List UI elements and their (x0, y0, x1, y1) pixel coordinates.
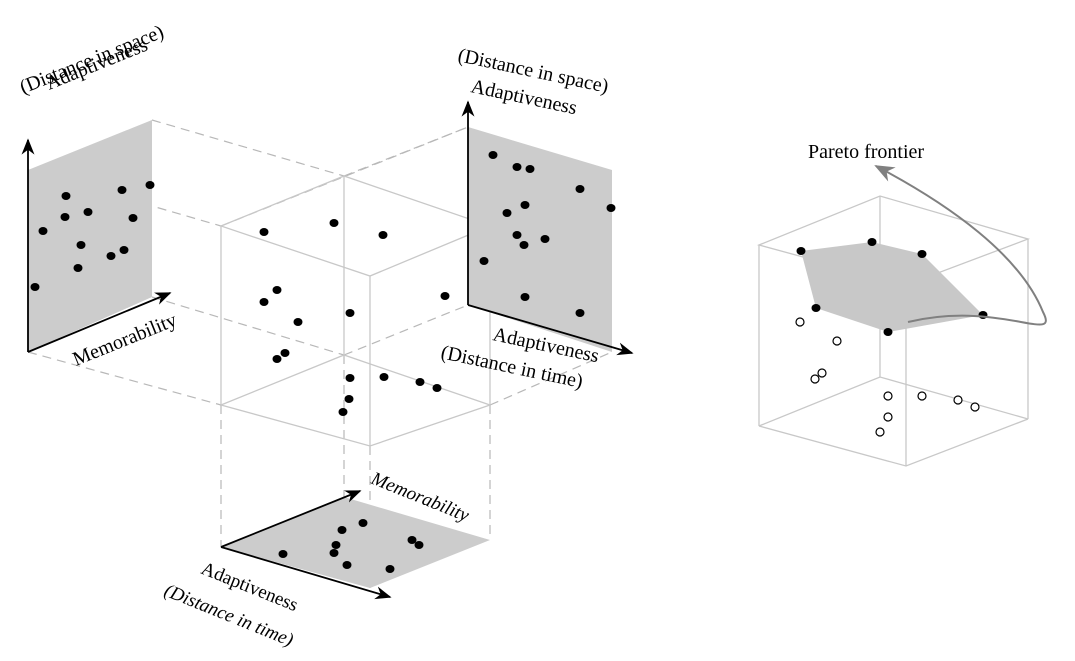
bottom-projection-panel: Memorability Adaptiveness (Distance in t… (161, 468, 490, 651)
right-panel-points (479, 151, 616, 317)
curved-arrow-icon (874, 165, 1047, 326)
left-projection-panel: (Distance in space) Adaptiveness Memorab… (17, 21, 180, 371)
right-projection-panel: (Distance in space) Adaptiveness Adaptiv… (439, 44, 634, 393)
bottom-upper-axis-arrow (220, 490, 362, 548)
bottom-lower-axis-arrow (220, 546, 392, 600)
pareto-frontier-label: Pareto frontier (808, 141, 924, 163)
right-diagonal-axis-arrow (467, 304, 634, 356)
pareto-frontier-surface (801, 242, 983, 332)
left-panel-points (30, 181, 155, 291)
central-cube (219, 175, 492, 447)
dominated-points (795, 317, 980, 437)
left-diagonal-axis-arrow (27, 292, 172, 353)
cube-points (259, 219, 450, 416)
bottom-panel-points (278, 519, 424, 573)
